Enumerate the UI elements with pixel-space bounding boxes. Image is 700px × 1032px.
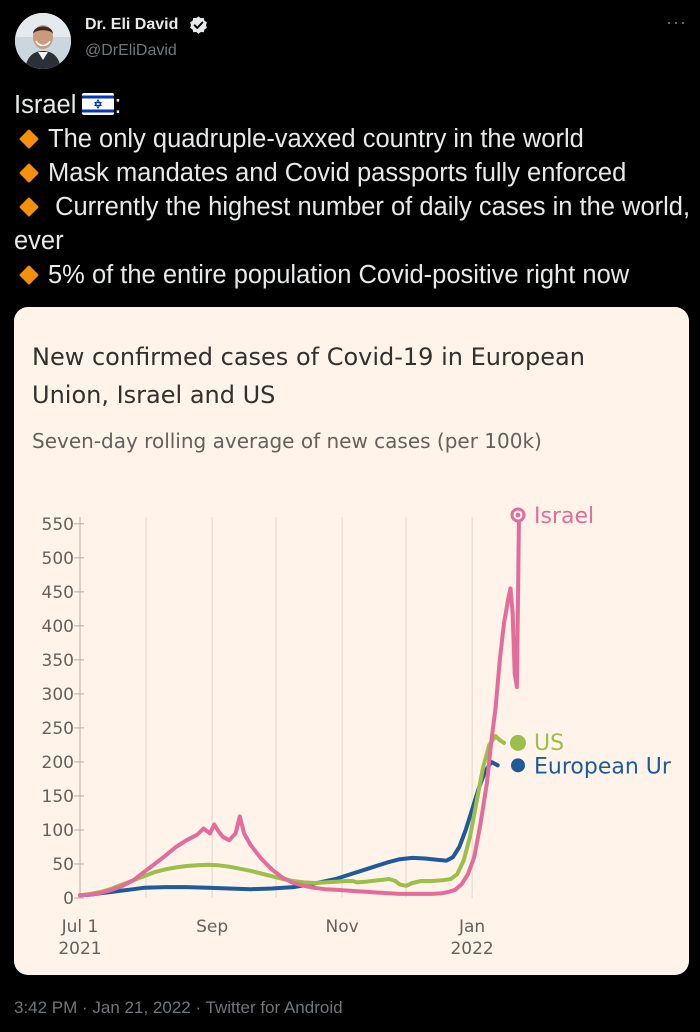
series-line-us [78,734,507,898]
y-tick-label: 150 [42,787,74,807]
chart-image[interactable]: New confirmed cases of Covid-19 in Europ… [14,307,689,975]
y-tick-label: 200 [42,753,74,773]
series-line-european-union [78,759,500,898]
x-tick-label: Nov [326,917,359,937]
series-label-us: US [534,731,564,756]
avatar-image [15,13,71,69]
chart-subtitle: Seven-day rolling average of new cases (… [32,429,542,453]
orange-diamond-icon [19,196,39,217]
y-tick-label: 500 [42,549,74,569]
israel-flag-icon [82,92,115,115]
tweet-bullet: Mask mandates and Covid passports fully … [14,156,694,190]
orange-diamond-icon [19,128,39,149]
tweet-heading-suffix: : [114,91,122,119]
author-handle[interactable]: @DrEliDavid [85,42,177,59]
tweet-heading-text: Israel [14,91,77,119]
orange-diamond-icon [19,162,39,183]
tweet-bullet-text: 5% of the entire population Covid-positi… [48,261,630,289]
tweet-footer: 3:42 PM · Jan 21, 2022 · Twitter for And… [14,998,343,1018]
tweet-text: Israel : The only quadruple-vaxxed count… [14,88,694,292]
y-tick-label: 550 [42,515,74,535]
author-name[interactable]: Dr. Eli David [85,16,179,33]
x-tick-label: Jan [458,917,485,937]
x-tick-label: Jul 1 [61,917,99,937]
y-tick-label: 0 [63,889,74,909]
chart-title-line: New confirmed cases of Covid-19 in Europ… [32,343,585,371]
series-label-israel: Israel [534,504,594,529]
avatar[interactable] [15,13,71,69]
tweet-date[interactable]: Jan 21, 2022 [92,998,191,1017]
y-tick-label: 50 [52,855,74,875]
tweet-bullet-text: Mask mandates and Covid passports fully … [48,159,627,187]
y-tick-label: 450 [42,583,74,603]
x-tick-sublabel: 2021 [58,939,101,959]
y-tick-label: 250 [42,719,74,739]
tweet-bullet: Currently the highest number of daily ca… [14,190,694,258]
series-line-israel [78,513,521,898]
tweet-heading: Israel : [14,88,694,122]
chart-title-line: Union, Israel and US [32,381,275,409]
covid-cases-chart: New confirmed cases of Covid-19 in Europ… [32,343,672,959]
tweet-bullet-text: The only quadruple-vaxxed country in the… [48,125,584,153]
more-icon[interactable]: ··· [666,12,687,32]
footer-separator: · [77,998,93,1017]
y-tick-label: 400 [42,617,74,637]
tweet-time[interactable]: 3:42 PM [14,998,78,1017]
x-tick-label: Sep [196,917,228,937]
tweet-source: Twitter for Android [205,998,343,1017]
x-tick-sublabel: 2022 [450,939,493,959]
israel-end-marker-dot [515,512,521,518]
tweet-bullet: The only quadruple-vaxxed country in the… [14,122,694,156]
orange-diamond-icon [19,264,39,285]
chart-series [78,513,521,898]
y-tick-label: 300 [42,685,74,705]
y-tick-label: 350 [42,651,74,671]
tweet-bullet-text: Currently the highest number of daily ca… [14,193,698,255]
chart-grid [79,517,473,898]
y-tick-label: 100 [42,821,74,841]
tweet-bullet: 5% of the entire population Covid-positi… [14,258,694,292]
series-label-european-union: European Ur [534,754,672,779]
footer-separator: · [190,998,206,1017]
eu-end-marker [511,758,525,773]
verified-badge-icon [190,16,207,34]
us-end-marker [510,734,526,751]
